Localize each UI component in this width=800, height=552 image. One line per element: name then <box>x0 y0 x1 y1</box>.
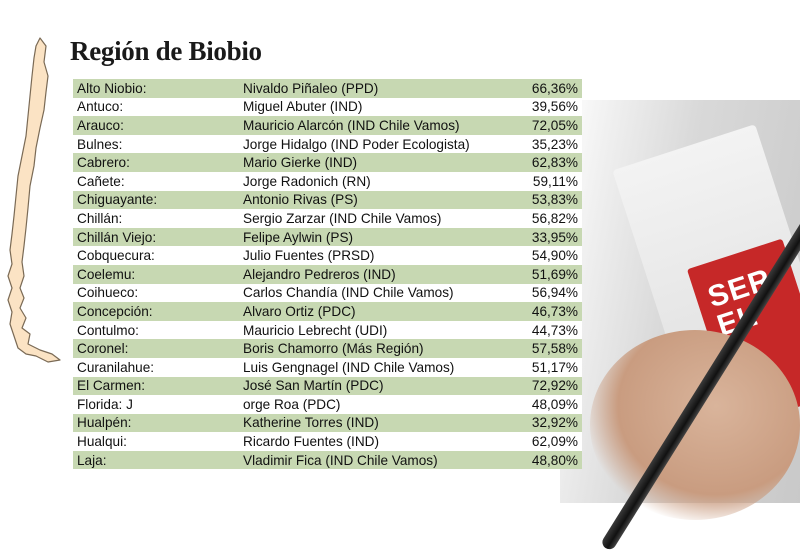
candidate-cell: Alejandro Pedreros (IND) <box>239 264 517 284</box>
candidate-cell: Mauricio Lebrecht (UDI) <box>239 320 517 340</box>
table-row: Arauco: Mauricio Alarcón (IND Chile Vamos… <box>73 116 582 135</box>
ballot-photo: SER EL <box>560 100 800 552</box>
percentage-cell: 48,80% <box>517 450 582 470</box>
table-row: Bulnes: Jorge Hidalgo (IND Poder Ecologis… <box>73 134 582 154</box>
commune-cell: Chiguayante: <box>73 190 239 210</box>
page-title: Región de Biobio <box>70 36 262 66</box>
table-row: Cobquecura: Julio Fuentes (PRSD) 54,90% <box>73 246 582 265</box>
candidate-cell: José San Martín (PDC) <box>239 376 517 396</box>
table-row: Coronel: Boris Chamorro (Más Región) 57,58… <box>73 339 582 358</box>
percentage-cell: 35,23% <box>517 134 582 154</box>
percentage-cell: 53,83% <box>517 190 582 210</box>
commune-cell: Chillán Viejo: <box>73 227 239 247</box>
percentage-cell: 66,36% <box>517 79 582 98</box>
percentage-cell: 62,83% <box>517 153 582 172</box>
commune-cell: Contulmo: <box>73 320 239 340</box>
commune-cell: Coronel: <box>73 339 239 358</box>
percentage-cell: 44,73% <box>517 320 582 340</box>
commune-cell: Coelemu: <box>73 264 239 284</box>
table-row: Contulmo: Mauricio Lebrecht (UDI) 44,73% <box>73 320 582 340</box>
percentage-cell: 33,95% <box>517 227 582 247</box>
candidate-cell: Julio Fuentes (PRSD) <box>239 246 517 265</box>
candidate-cell: Katherine Torres (IND) <box>239 413 517 433</box>
candidate-cell: Luis Gengnagel (IND Chile Vamos) <box>239 357 517 377</box>
table-row: Coihueco: Carlos Chandía (IND Chile Vamos… <box>73 283 582 303</box>
commune-cell: Curanilahue: <box>73 357 239 377</box>
candidate-cell: Vladimir Fica (IND Chile Vamos) <box>239 450 517 470</box>
percentage-cell: 72,92% <box>517 376 582 396</box>
percentage-cell: 32,92% <box>517 413 582 433</box>
percentage-cell: 59,11% <box>517 171 582 191</box>
percentage-cell: 57,58% <box>517 339 582 358</box>
candidate-cell: Carlos Chandía (IND Chile Vamos) <box>239 283 517 303</box>
table-row: Hualqui: Ricardo Fuentes (IND) 62,09% <box>73 432 582 451</box>
percentage-cell: 56,94% <box>517 283 582 303</box>
hand-illustration <box>590 330 800 520</box>
percentage-cell: 72,05% <box>517 116 582 135</box>
table-row: Chillán Viejo: Felipe Aylwin (PS) 33,95% <box>73 227 582 247</box>
commune-cell: Antuco: <box>73 97 239 117</box>
table-row: El Carmen: José San Martín (PDC) 72,92% <box>73 376 582 396</box>
chile-map-icon <box>7 37 61 363</box>
commune-cell: Hualpén: <box>73 413 239 433</box>
percentage-cell: 51,69% <box>517 264 582 284</box>
candidate-cell: Antonio Rivas (PS) <box>239 190 517 210</box>
percentage-cell: 54,90% <box>517 246 582 265</box>
candidate-cell: Nivaldo Piñaleo (PPD) <box>239 79 517 98</box>
table-row: Chiguayante: Antonio Rivas (PS) 53,83% <box>73 190 582 210</box>
commune-cell: Coihueco: <box>73 283 239 303</box>
table-row: Hualpén: Katherine Torres (IND) 32,92% <box>73 413 582 433</box>
commune-cell: Laja: <box>73 450 239 470</box>
candidate-cell: Mauricio Alarcón (IND Chile Vamos) <box>239 116 517 135</box>
commune-cell: Cañete: <box>73 171 239 191</box>
candidate-cell: Felipe Aylwin (PS) <box>239 227 517 247</box>
table-row: Laja: Vladimir Fica (IND Chile Vamos) 48,8… <box>73 450 582 470</box>
table-row: Cañete: Jorge Radonich (RN) 59,11% <box>73 171 582 191</box>
table-row: Concepción: Alvaro Ortiz (PDC) 46,73% <box>73 302 582 321</box>
candidate-cell: Miguel Abuter (IND) <box>239 97 517 117</box>
candidate-cell: Mario Gierke (IND) <box>239 153 517 172</box>
commune-cell: Hualqui: <box>73 432 239 451</box>
results-table: Alto Niobio: Nivaldo Piñaleo (PPD) 66,36% A… <box>73 79 582 470</box>
percentage-cell: 51,17% <box>517 357 582 377</box>
commune-cell: Cabrero: <box>73 153 239 172</box>
candidate-cell: Alvaro Ortiz (PDC) <box>239 302 517 321</box>
table-row: Chillán: Sergio Zarzar (IND Chile Vamos) 5… <box>73 209 582 228</box>
candidate-cell: Jorge Hidalgo (IND Poder Ecologista) <box>239 134 517 154</box>
table-row: Cabrero: Mario Gierke (IND) 62,83% <box>73 153 582 172</box>
candidate-cell: Boris Chamorro (Más Región) <box>239 339 517 358</box>
commune-cell: Cobquecura: <box>73 246 239 265</box>
chile-map-shape <box>7 37 61 363</box>
table-row: Coelemu: Alejandro Pedreros (IND) 51,69% <box>73 264 582 284</box>
commune-cell: Bulnes: <box>73 134 239 154</box>
candidate-cell: orge Roa (PDC) <box>239 395 517 414</box>
commune-cell: El Carmen: <box>73 376 239 396</box>
commune-cell: Alto Niobio: <box>73 79 239 98</box>
table-row: Curanilahue: Luis Gengnagel (IND Chile Va… <box>73 357 582 377</box>
percentage-cell: 46,73% <box>517 302 582 321</box>
candidate-cell: Ricardo Fuentes (IND) <box>239 432 517 451</box>
commune-cell: Concepción: <box>73 302 239 321</box>
table-row: Alto Niobio: Nivaldo Piñaleo (PPD) 66,36% <box>73 79 582 98</box>
commune-cell: Florida: J <box>73 395 239 414</box>
candidate-cell: Sergio Zarzar (IND Chile Vamos) <box>239 209 517 228</box>
commune-cell: Chillán: <box>73 209 239 228</box>
percentage-cell: 56,82% <box>517 209 582 228</box>
table-row: Antuco: Miguel Abuter (IND) 39,56% <box>73 97 582 117</box>
commune-cell: Arauco: <box>73 116 239 135</box>
percentage-cell: 39,56% <box>517 97 582 117</box>
candidate-cell: Jorge Radonich (RN) <box>239 171 517 191</box>
percentage-cell: 62,09% <box>517 432 582 451</box>
percentage-cell: 48,09% <box>517 395 582 414</box>
